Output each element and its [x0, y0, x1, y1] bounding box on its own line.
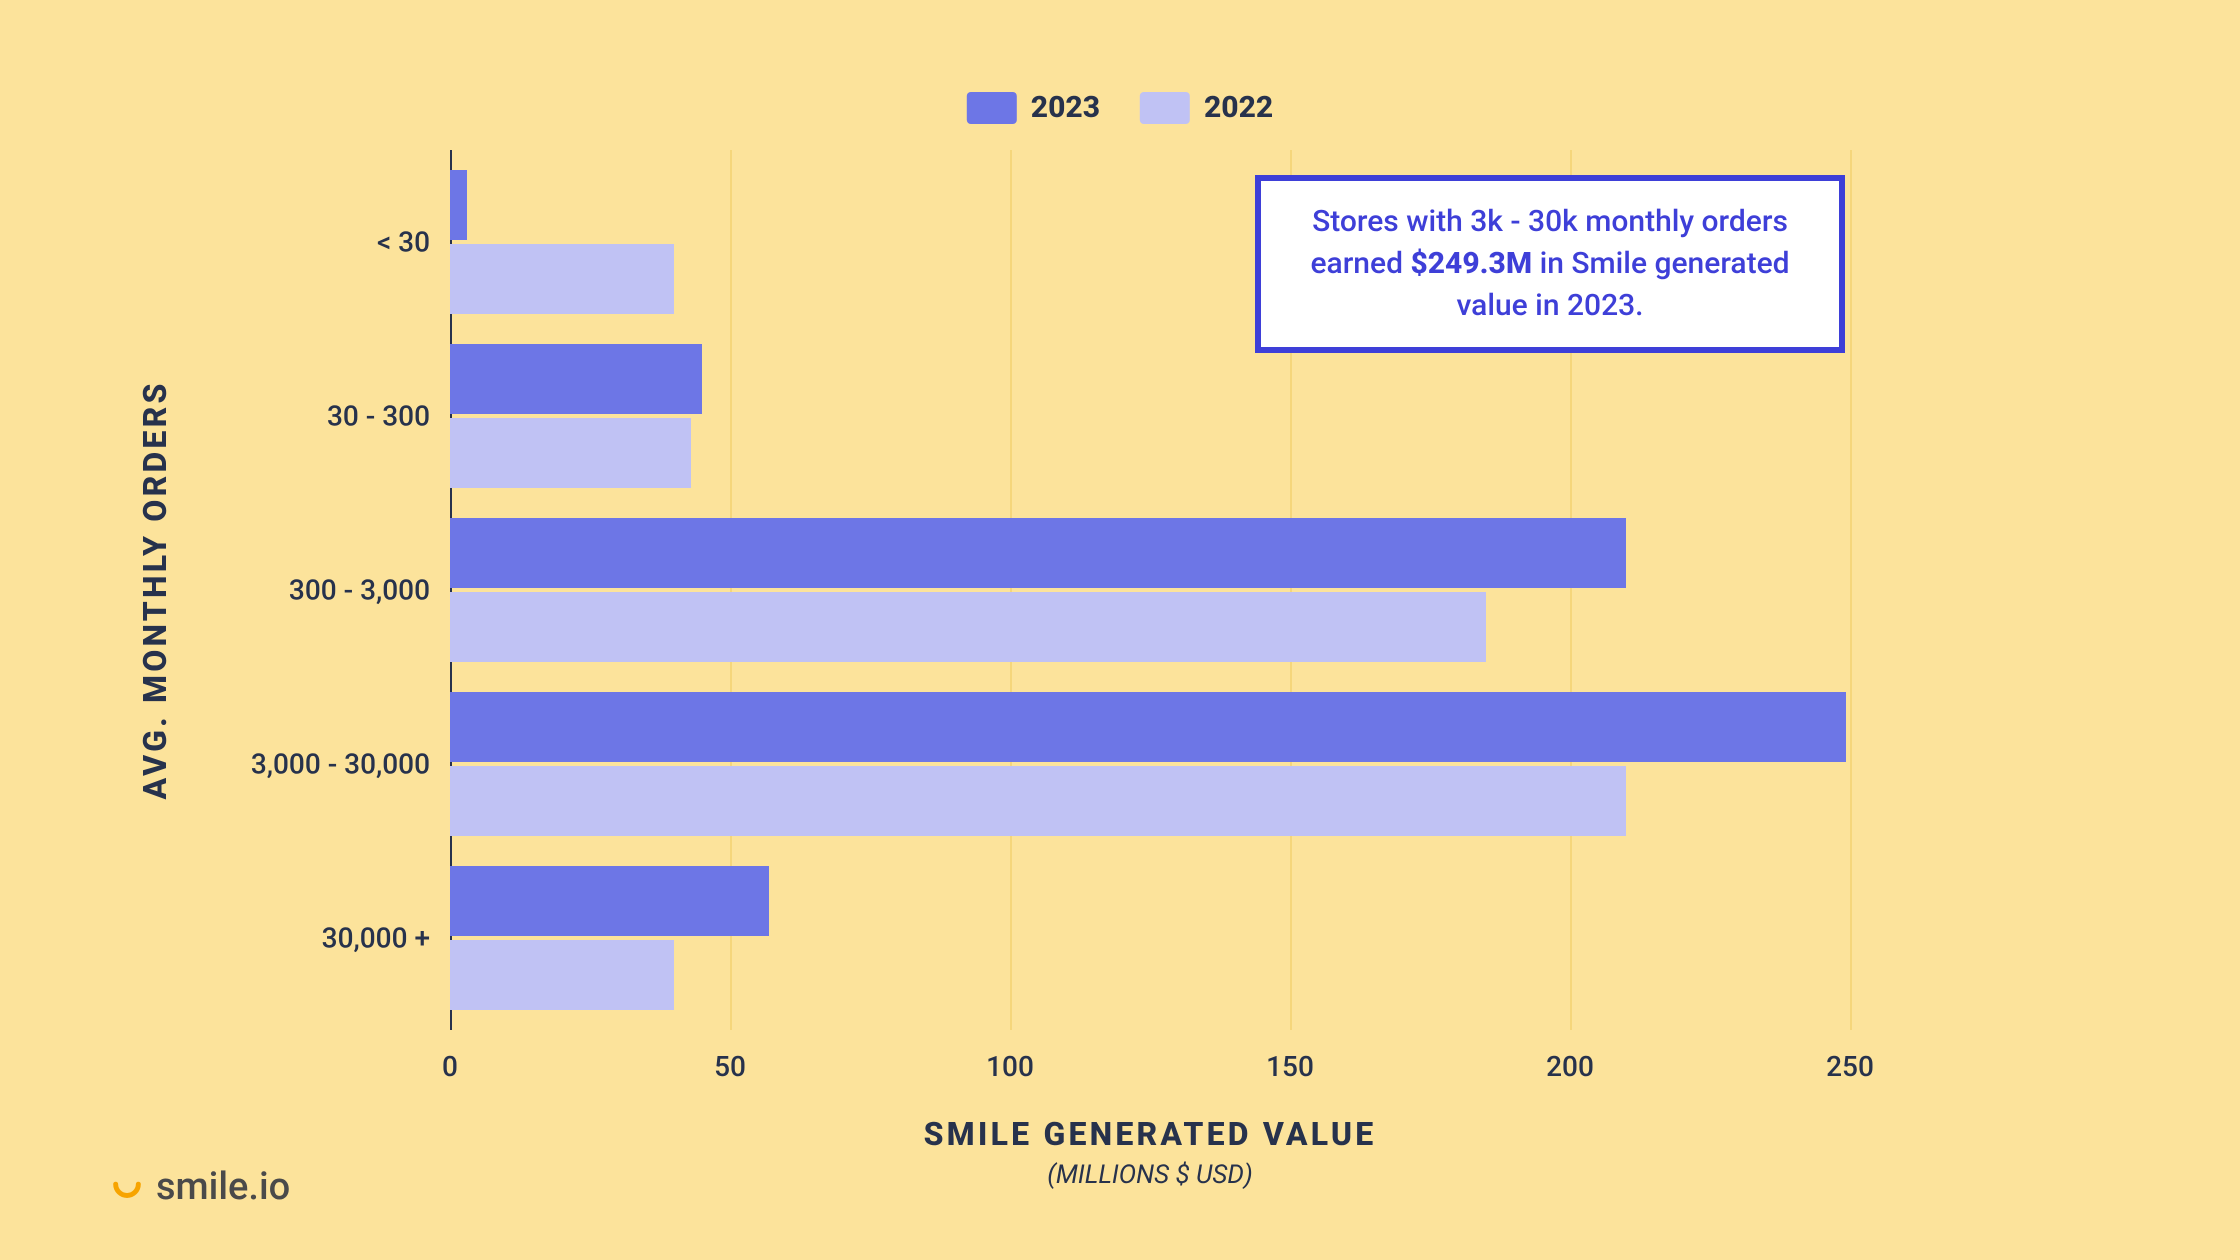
legend-swatch: [967, 92, 1017, 124]
y-category-label: 300 - 3,000: [289, 574, 430, 607]
bar: [450, 766, 1626, 836]
gridline: [1010, 150, 1012, 1030]
smile-icon: [110, 1170, 144, 1204]
y-category-label: 30 - 300: [327, 400, 430, 433]
x-tick-label: 100: [986, 1050, 1034, 1083]
bar: [450, 344, 702, 414]
x-tick-label: 150: [1266, 1050, 1314, 1083]
legend-item: 2023: [967, 90, 1100, 125]
brand-logo: smile.io: [110, 1165, 290, 1209]
chart-canvas: 2023 2022 AVG. MONTHLY ORDERS 0 50 100 150 20…: [0, 0, 2240, 1260]
bar: [450, 170, 467, 240]
bar: [450, 418, 691, 488]
legend-label: 2022: [1204, 90, 1273, 125]
callout-text-bold: $249.3M: [1410, 246, 1532, 281]
bar: [450, 692, 1846, 762]
x-tick-label: 200: [1546, 1050, 1594, 1083]
y-category-label: 3,000 - 30,000: [251, 748, 430, 781]
legend: 2023 2022: [967, 90, 1273, 125]
legend-item: 2022: [1140, 90, 1273, 125]
bar: [450, 244, 674, 314]
x-tick-label: 0: [442, 1050, 458, 1083]
callout-box: Stores with 3k - 30k monthly orders earn…: [1255, 175, 1845, 353]
x-axis-title: SMILE GENERATED VALUE: [924, 1115, 1377, 1153]
bar: [450, 866, 769, 936]
bar: [450, 518, 1626, 588]
y-axis-title: AVG. MONTHLY ORDERS: [136, 380, 174, 799]
legend-swatch: [1140, 92, 1190, 124]
brand-label: smile.io: [156, 1165, 290, 1209]
x-tick-label: 250: [1826, 1050, 1874, 1083]
x-axis-subtitle: (MILLIONS $ USD): [1047, 1160, 1252, 1190]
legend-label: 2023: [1031, 90, 1100, 125]
y-category-label: < 30: [377, 226, 430, 259]
bar: [450, 940, 674, 1010]
x-tick-label: 50: [714, 1050, 746, 1083]
bar: [450, 592, 1486, 662]
gridline: [1850, 150, 1852, 1030]
y-category-label: 30,000 +: [322, 922, 430, 955]
